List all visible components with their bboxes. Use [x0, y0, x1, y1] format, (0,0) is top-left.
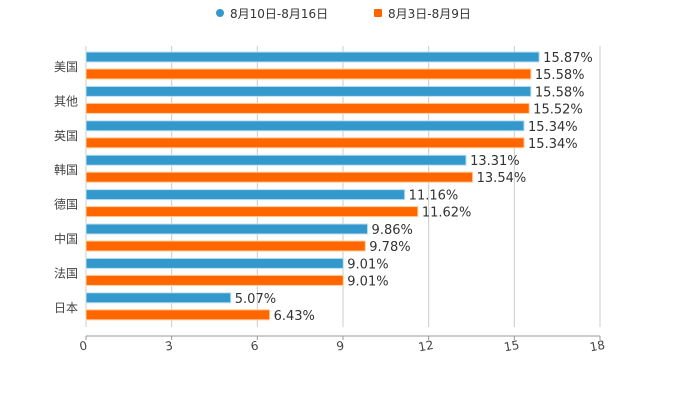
tick-label: 18 [589, 338, 606, 354]
category-label: 美国 [54, 60, 78, 74]
data-label: 9.01% [347, 274, 388, 289]
data-label: 15.34% [528, 137, 578, 152]
bar-series1 [85, 189, 406, 201]
category-label: 日本 [54, 301, 78, 315]
category-label: 法国 [54, 266, 78, 280]
tick-label: 9 [335, 339, 345, 354]
data-label: 15.58% [535, 68, 585, 83]
data-label: 9.01% [347, 257, 388, 272]
data-label: 15.58% [535, 85, 585, 100]
data-label: 6.43% [274, 309, 315, 324]
bar-series2 [85, 137, 525, 149]
legend-marker-circle [216, 9, 224, 17]
legend-label: 8月3日-8月9日 [388, 7, 471, 21]
data-label: 9.78% [369, 240, 410, 255]
bar-series1 [85, 257, 344, 269]
bar-series1 [85, 85, 532, 97]
data-label: 13.54% [477, 171, 527, 186]
category-label: 英国 [54, 129, 78, 143]
bar-series1 [85, 292, 232, 304]
bar-series2 [85, 171, 474, 183]
legend-label: 8月10日-8月16日 [230, 7, 328, 21]
data-label: 11.16% [409, 189, 459, 204]
bar-series1 [85, 154, 467, 166]
data-label: 15.52% [533, 102, 583, 117]
bar-series2 [85, 102, 530, 114]
x-axis: 0 3 6 9 12 15 18 [78, 335, 606, 354]
category-label: 韩国 [54, 162, 78, 177]
data-label: 15.87% [543, 51, 593, 66]
bar-series2 [85, 206, 419, 218]
category-label: 中国 [54, 231, 78, 246]
bar-series2 [85, 309, 271, 321]
category-label: 其他 [54, 94, 78, 108]
tick-label: 3 [164, 339, 174, 354]
data-label: 13.31% [470, 154, 520, 169]
tick-label: 6 [250, 339, 260, 354]
data-label: 5.07% [235, 292, 276, 307]
category-label: 德国 [54, 197, 78, 212]
tick-label: 15 [503, 338, 520, 354]
bars: 美国 15.87% 15.58% 其他 15.58% 15.52% 英国 15.34% 15.3… [54, 51, 593, 324]
legend: 8月10日-8月16日 8月3日-8月9日 [216, 7, 471, 21]
bar-series1 [85, 51, 540, 63]
bar-series2 [85, 240, 366, 252]
bar-series1 [85, 120, 525, 132]
bar-series2 [85, 68, 532, 80]
data-label: 15.34% [528, 120, 578, 135]
data-label: 11.62% [422, 206, 472, 221]
tick-label: 0 [78, 339, 88, 354]
bar-series2 [85, 274, 344, 286]
data-label: 9.86% [372, 223, 413, 238]
tick-label: 12 [417, 338, 434, 354]
bar-series1 [85, 223, 369, 235]
legend-marker-square [374, 9, 382, 17]
